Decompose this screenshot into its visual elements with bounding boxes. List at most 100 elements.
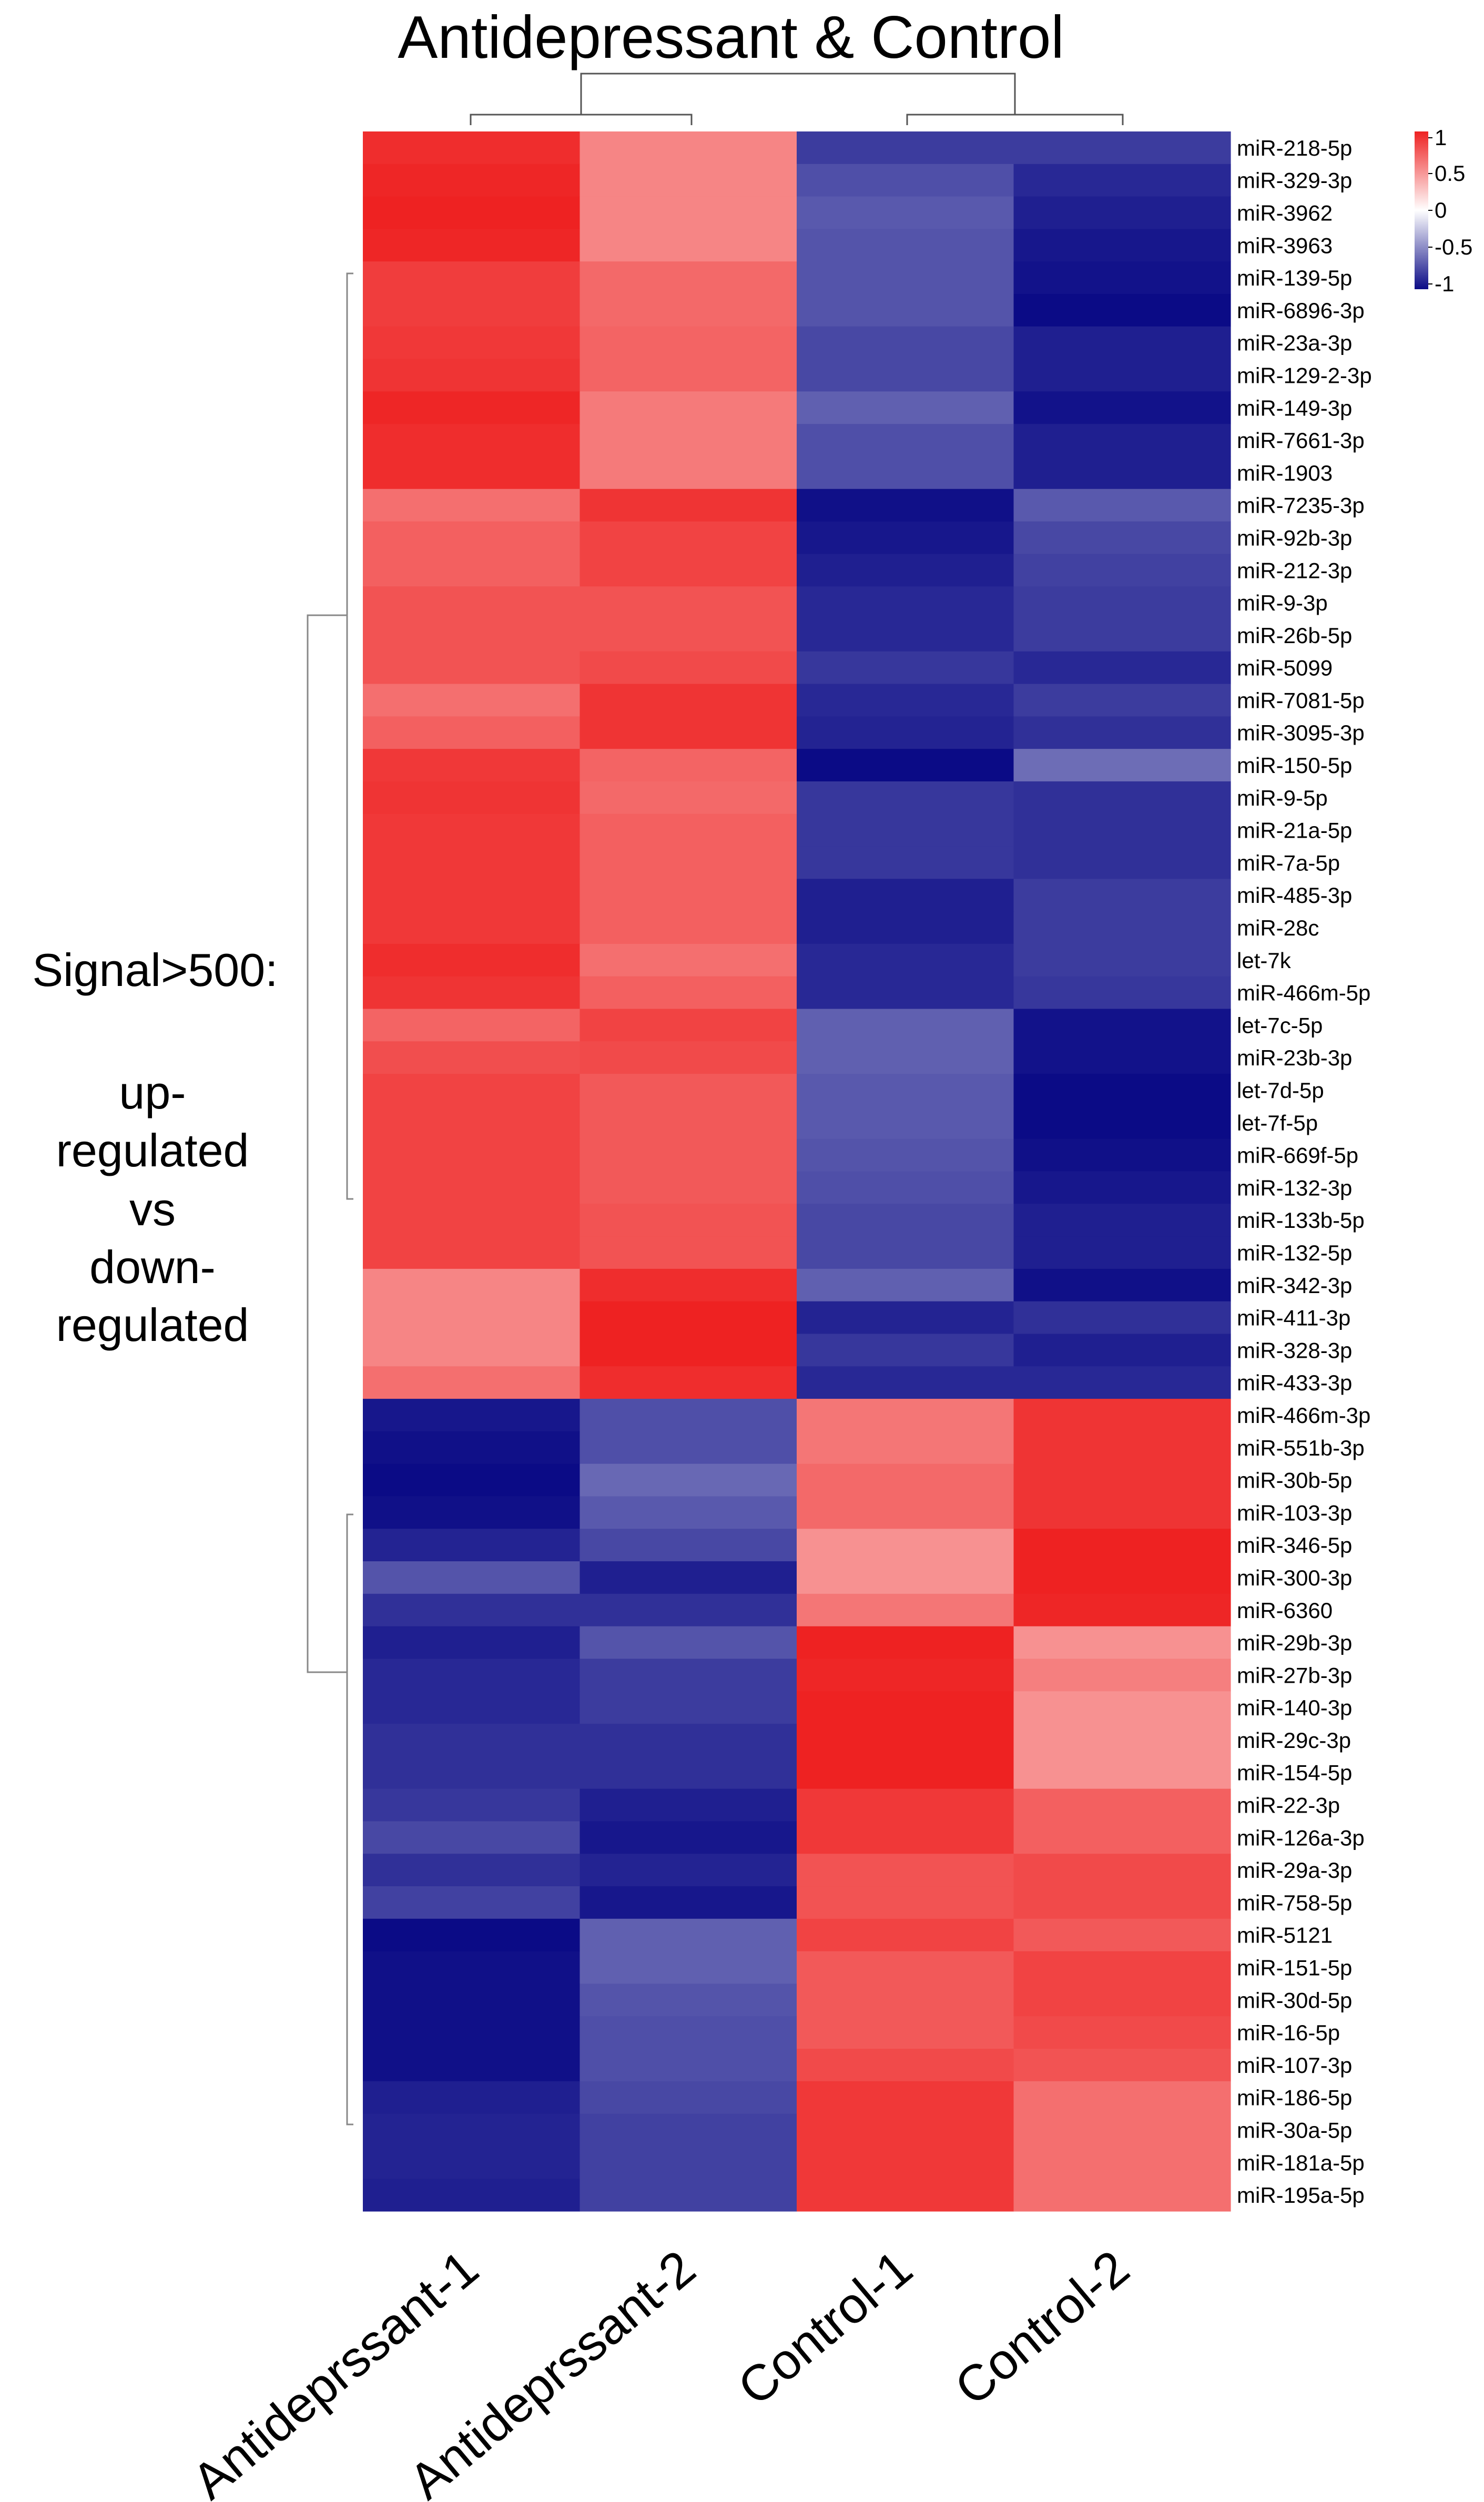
heatmap-cell bbox=[1013, 749, 1231, 782]
heatmap-cell bbox=[580, 1463, 797, 1497]
heatmap-cell bbox=[1013, 1854, 1231, 1887]
legend-tick-label: 1 bbox=[1435, 125, 1447, 150]
row-label: miR-300-3p bbox=[1237, 1565, 1352, 1590]
heatmap-cell bbox=[363, 813, 581, 847]
heatmap-cell bbox=[797, 1561, 1014, 1594]
heatmap-cell bbox=[1013, 1659, 1231, 1692]
heatmap-cell bbox=[797, 456, 1014, 490]
heatmap-cell bbox=[1013, 1138, 1231, 1172]
heatmap-cell bbox=[580, 846, 797, 879]
heatmap-cell bbox=[580, 716, 797, 749]
heatmap-cell bbox=[363, 2016, 581, 2049]
heatmap-cell bbox=[363, 1171, 581, 1204]
row-label: miR-6360 bbox=[1237, 1598, 1333, 1623]
heatmap-cell bbox=[580, 261, 797, 294]
heatmap-cell bbox=[363, 1659, 581, 1692]
chart-title: Antidepressant & Control bbox=[398, 4, 1064, 71]
heatmap-cell bbox=[1013, 2049, 1231, 2082]
heatmap-cells bbox=[363, 131, 1231, 2212]
heatmap-cell bbox=[580, 651, 797, 685]
row-label: miR-30d-5p bbox=[1237, 1988, 1352, 2012]
row-label: miR-29c-3p bbox=[1237, 1728, 1351, 1753]
heatmap-cell bbox=[1013, 976, 1231, 1010]
heatmap-cell bbox=[797, 2081, 1014, 2114]
row-label: miR-346-5p bbox=[1237, 1533, 1352, 1558]
heatmap-cell bbox=[580, 164, 797, 197]
legend-tick-label: -0.5 bbox=[1435, 235, 1472, 259]
heatmap-cell bbox=[797, 1171, 1014, 1204]
row-label: miR-27b-3p bbox=[1237, 1663, 1352, 1687]
row-label: miR-23a-3p bbox=[1237, 331, 1352, 355]
heatmap-cell bbox=[580, 229, 797, 262]
row-label: miR-133b-5p bbox=[1237, 1208, 1365, 1233]
heatmap-cell bbox=[580, 1041, 797, 1074]
heatmap-cell bbox=[797, 1756, 1014, 1789]
heatmap-cell bbox=[1013, 1301, 1231, 1335]
heatmap-cell bbox=[1013, 1593, 1231, 1627]
heatmap-cell bbox=[797, 1659, 1014, 1692]
heatmap-cell bbox=[1013, 196, 1231, 229]
row-label: miR-328-3p bbox=[1237, 1338, 1352, 1362]
heatmap-cell bbox=[580, 1561, 797, 1594]
heatmap-cell bbox=[1013, 2081, 1231, 2114]
row-label: miR-150-5p bbox=[1237, 753, 1352, 778]
heatmap-cell bbox=[363, 456, 581, 490]
heatmap-cell bbox=[580, 1788, 797, 1822]
heatmap-cell bbox=[363, 2146, 581, 2179]
heatmap-cell bbox=[1013, 1724, 1231, 1757]
row-label: miR-411-3p bbox=[1237, 1306, 1350, 1330]
heatmap-cell bbox=[1013, 1171, 1231, 1204]
heatmap-cell bbox=[1013, 456, 1231, 490]
heatmap-cell bbox=[580, 586, 797, 619]
heatmap-cell bbox=[363, 1821, 581, 1854]
row-label: miR-132-5p bbox=[1237, 1240, 1352, 1265]
heatmap-cell bbox=[1013, 1463, 1231, 1497]
heatmap-cell bbox=[797, 1399, 1014, 1432]
heatmap-cell bbox=[1013, 1204, 1231, 1237]
heatmap-cell bbox=[363, 1366, 581, 1399]
heatmap-cell bbox=[580, 879, 797, 912]
row-label: miR-7a-5p bbox=[1237, 850, 1340, 875]
row-label: miR-140-3p bbox=[1237, 1695, 1352, 1720]
heatmap-cell bbox=[797, 1106, 1014, 1140]
heatmap-cell bbox=[580, 2113, 797, 2147]
heatmap-cell bbox=[580, 1138, 797, 1172]
heatmap-cell bbox=[797, 2113, 1014, 2147]
heatmap-cell bbox=[363, 976, 581, 1010]
heatmap-cell bbox=[580, 1171, 797, 1204]
heatmap-cell bbox=[363, 1886, 581, 1919]
row-label: miR-7661-3p bbox=[1237, 428, 1365, 453]
heatmap-cell bbox=[363, 1496, 581, 1529]
heatmap-cell bbox=[1013, 326, 1231, 360]
heatmap-cell bbox=[1013, 586, 1231, 619]
heatmap-cell bbox=[363, 1854, 581, 1887]
heatmap-cell bbox=[580, 1529, 797, 1562]
heatmap-cell bbox=[1013, 1886, 1231, 1919]
heatmap-cell bbox=[363, 1529, 581, 1562]
row-label: miR-181a-5p bbox=[1237, 2150, 1365, 2175]
heatmap-cell bbox=[797, 359, 1014, 392]
heatmap-cell bbox=[1013, 1918, 1231, 1952]
heatmap-cell bbox=[580, 1204, 797, 1237]
column-dendrogram bbox=[470, 73, 1124, 125]
heatmap-cell bbox=[363, 879, 581, 912]
row-label: miR-1903 bbox=[1237, 461, 1333, 485]
heatmap-cell bbox=[363, 131, 581, 165]
heatmap-cell bbox=[1013, 1951, 1231, 1985]
heatmap-cell bbox=[797, 911, 1014, 944]
heatmap-cell bbox=[580, 1918, 797, 1952]
heatmap-cell bbox=[797, 1009, 1014, 1042]
row-label: let-7f-5p bbox=[1237, 1111, 1318, 1135]
heatmap-cell bbox=[580, 1659, 797, 1692]
heatmap-cell bbox=[363, 1138, 581, 1172]
heatmap-cell bbox=[580, 1074, 797, 1107]
row-label: miR-466m-5p bbox=[1237, 981, 1370, 1005]
heatmap-cell bbox=[1013, 781, 1231, 815]
heatmap-cell bbox=[1013, 911, 1231, 944]
heatmap-cell bbox=[363, 2081, 581, 2114]
row-labels: miR-218-5p miR-329-3p miR-3962 miR-3963 miR-… bbox=[1237, 136, 1372, 2208]
row-label: miR-329-3p bbox=[1237, 168, 1352, 193]
heatmap-cell bbox=[580, 489, 797, 522]
row-label: miR-758-5p bbox=[1237, 1890, 1352, 1915]
heatmap-cell bbox=[797, 164, 1014, 197]
